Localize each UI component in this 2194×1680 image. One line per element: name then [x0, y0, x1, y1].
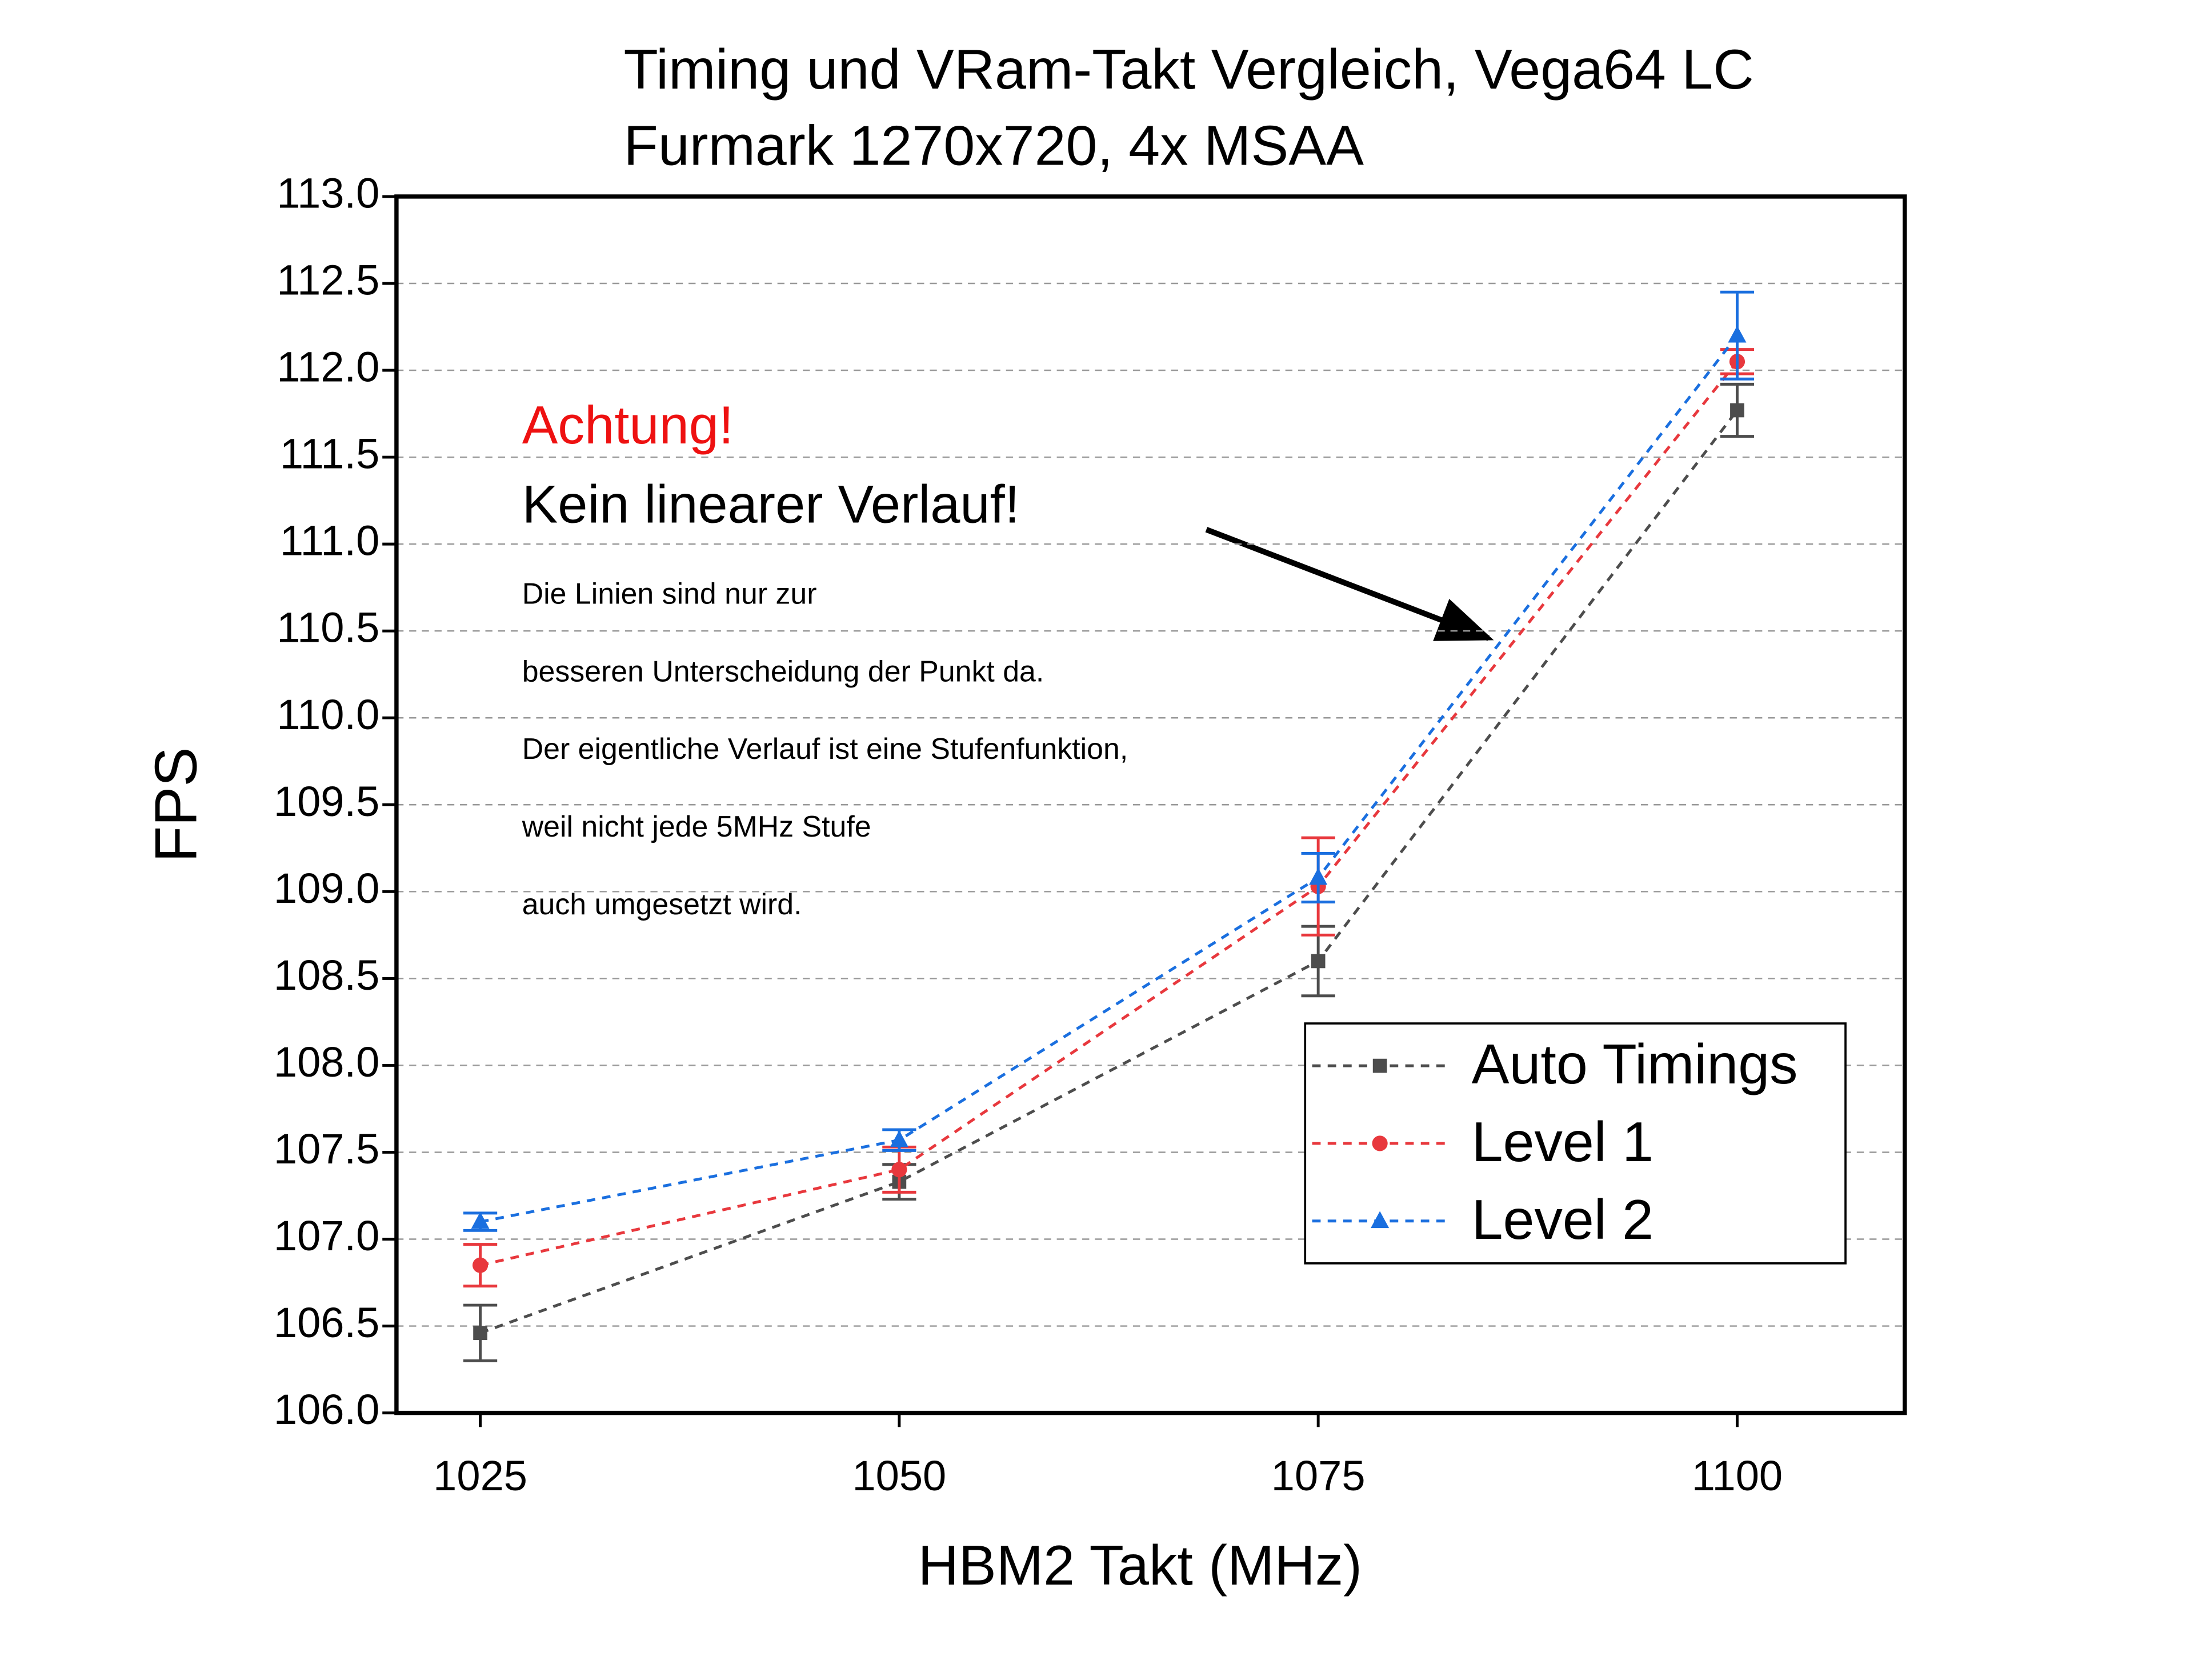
y-tick-label: 106.5 — [274, 1299, 379, 1346]
series-line — [480, 334, 1739, 1223]
legend-label: Level 2 — [1472, 1188, 1653, 1251]
legend-label: Auto Timings — [1472, 1033, 1798, 1095]
chart-title: Timing und VRam-Takt Vergleich, Vega64 L… — [623, 38, 1753, 101]
annotation: Achtung! — [522, 395, 734, 455]
series-line — [479, 409, 1739, 1335]
y-tick-label: 111.0 — [280, 517, 379, 565]
y-axis-label: FPS — [142, 747, 209, 862]
marker — [472, 1257, 489, 1273]
annotation: Kein linearer Verlauf! — [522, 474, 1020, 534]
annotation: Die Linien sind nur zur — [522, 577, 817, 610]
x-tick-label: 1050 — [852, 1452, 946, 1499]
y-tick-label: 111.5 — [280, 430, 379, 478]
y-tick-label: 109.5 — [274, 778, 379, 825]
y-tick-label: 107.0 — [274, 1212, 379, 1259]
y-tick-label: 112.0 — [277, 343, 379, 391]
x-tick-label: 1100 — [1692, 1452, 1783, 1499]
y-tick-label: 108.0 — [274, 1038, 379, 1086]
y-tick-label: 108.5 — [274, 951, 379, 999]
marker — [1730, 403, 1744, 418]
annotation: besseren Unterscheidung der Punkt da. — [522, 654, 1044, 687]
legend-label: Level 1 — [1472, 1110, 1653, 1173]
marker — [891, 1162, 907, 1178]
annotation: auch umgesetzt wird. — [522, 887, 802, 921]
marker — [1372, 1135, 1388, 1151]
annotation: Der eigentliche Verlauf ist eine Stufenf… — [522, 732, 1128, 765]
x-tick-label: 1075 — [1271, 1452, 1366, 1499]
marker — [1371, 1211, 1390, 1229]
y-tick-label: 113.0 — [277, 169, 379, 217]
chart-subtitle: Furmark 1270x720, 4x MSAA — [623, 114, 1364, 177]
y-tick-label: 106.0 — [274, 1386, 379, 1433]
y-tick-label: 109.0 — [274, 865, 379, 912]
plot-frame — [394, 194, 1907, 1415]
annotation: weil nicht jede 5MHz Stufe — [522, 810, 871, 843]
marker — [473, 1326, 487, 1341]
marker — [1372, 1058, 1387, 1073]
y-tick-label: 110.0 — [277, 691, 379, 738]
x-axis-label: HBM2 Takt (MHz) — [918, 1534, 1362, 1597]
marker — [1311, 954, 1326, 969]
y-tick-label: 107.5 — [274, 1125, 379, 1173]
marker — [471, 1211, 490, 1229]
y-tick-label: 112.5 — [277, 257, 379, 304]
marker — [1728, 325, 1747, 343]
arrow — [1205, 527, 1494, 641]
marker — [890, 1130, 908, 1147]
y-tick-label: 110.5 — [277, 604, 379, 651]
marker — [1309, 867, 1328, 885]
x-tick-label: 1025 — [433, 1452, 527, 1499]
